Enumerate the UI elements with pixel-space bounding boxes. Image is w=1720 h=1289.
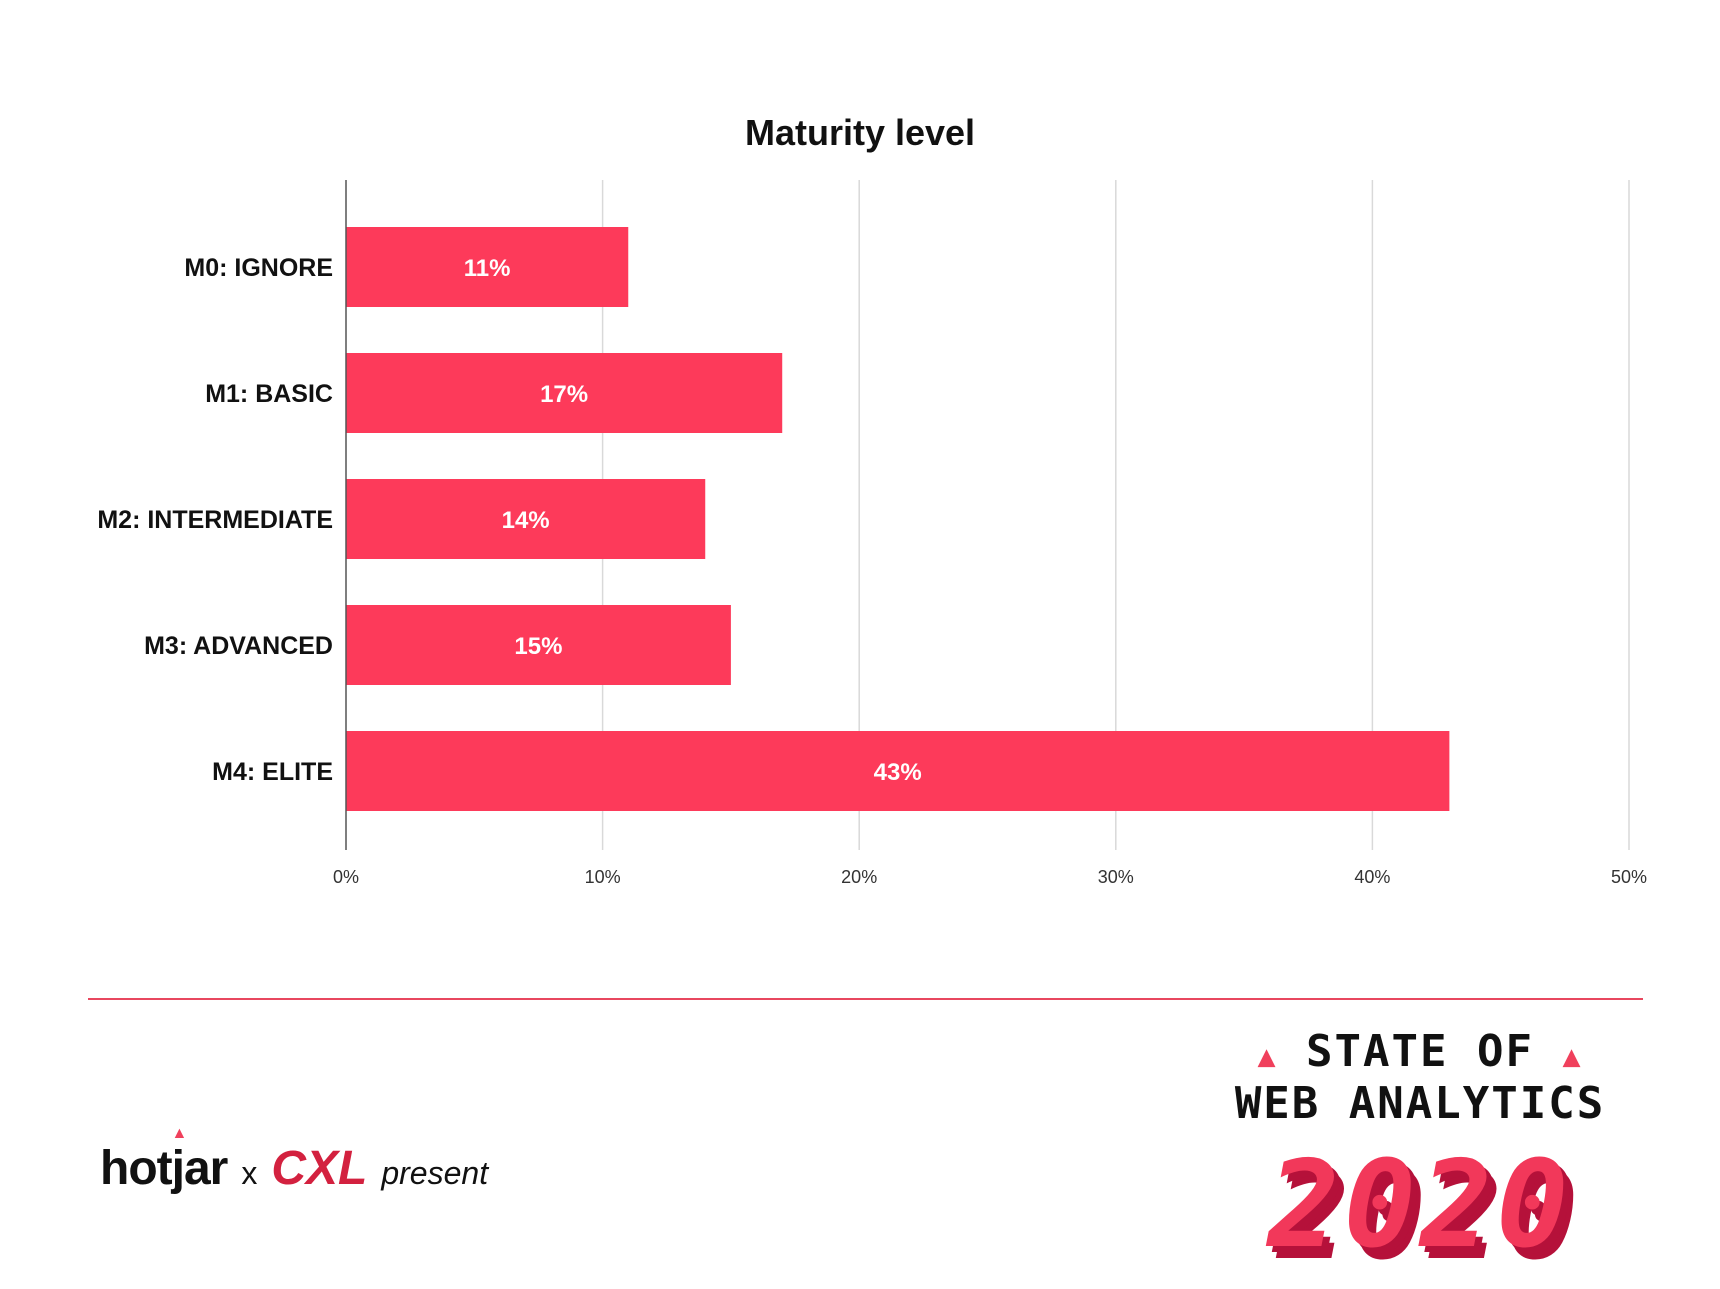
state-of-web-analytics-logo: ▲ STATE OF ▲ WEB ANALYTICS 2020 (1180, 1026, 1660, 1276)
data-label: 14% (502, 507, 550, 534)
category-label: M2: INTERMEDIATE (97, 506, 333, 534)
x-tick-label: 10% (585, 867, 621, 887)
x-tick-label: 30% (1098, 867, 1134, 887)
x-tick-label: 0% (333, 867, 359, 887)
present-text: present (381, 1155, 489, 1191)
logo-year: 2020 (1267, 1136, 1573, 1275)
data-label: 15% (514, 633, 562, 660)
bar (346, 731, 1450, 811)
bar-chart: 0% 10% 20% 30% 40% 50% 11% M0: IGNORE 17% M1: BAS… (97, 180, 1647, 887)
x-tick-label: 20% (841, 867, 877, 887)
data-label: 11% (464, 255, 511, 282)
brand-separator: x (241, 1155, 258, 1191)
data-label: 17% (540, 381, 588, 408)
category-label: M1: BASIC (205, 380, 333, 408)
flame-icon: ▲ (1562, 1039, 1583, 1074)
presenter-brand: ▲ hotjar x CXL present (100, 1125, 488, 1195)
logo-line-2: WEB ANALYTICS (1234, 1078, 1606, 1129)
bar (346, 227, 629, 307)
flame-icon: ▲ (171, 1125, 188, 1142)
hotjar-wordmark: hotjar (100, 1142, 228, 1195)
footer-divider (88, 998, 1643, 1000)
data-label: 43% (874, 759, 922, 786)
x-tick-label: 50% (1611, 867, 1647, 887)
bar (346, 479, 706, 559)
logo-line-1: STATE OF (1306, 1026, 1534, 1077)
category-label: M3: ADVANCED (144, 632, 333, 660)
x-tick-label: 40% (1354, 867, 1390, 887)
category-label: M0: IGNORE (184, 254, 333, 282)
bar (346, 605, 731, 685)
chart-title: Maturity level (744, 112, 976, 153)
bar (346, 353, 783, 433)
hotjar-logo: ▲ hotjar (100, 1125, 228, 1195)
cxl-logo: CXL (271, 1142, 368, 1195)
flame-icon: ▲ (1257, 1039, 1278, 1074)
category-label: M4: ELITE (212, 758, 333, 786)
logo-line-1-row: ▲ STATE OF ▲ (1180, 1026, 1660, 1078)
